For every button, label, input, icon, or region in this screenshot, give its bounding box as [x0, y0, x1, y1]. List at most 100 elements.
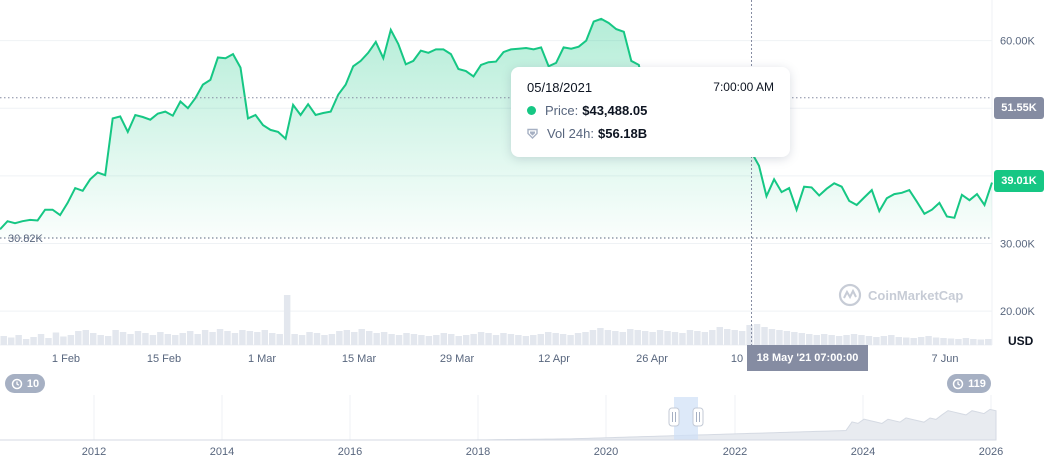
- volume-bar: [902, 337, 910, 345]
- volume-shield-icon: [527, 128, 538, 139]
- price-dot-icon: [527, 106, 536, 115]
- x-tick-label: 10: [731, 353, 743, 365]
- volume-bar: [798, 333, 806, 345]
- volume-bar: [768, 329, 776, 345]
- volume-bar: [559, 334, 567, 345]
- volume-bar: [694, 331, 701, 345]
- volume-bar: [470, 334, 477, 345]
- volume-bar: [619, 332, 627, 345]
- watermark-text: CoinMarketCap: [868, 287, 964, 303]
- volume-bar: [641, 331, 649, 345]
- price-line: [0, 17, 993, 230]
- volume-bar: [738, 331, 746, 345]
- volume-bar: [22, 339, 30, 345]
- tooltip-volume-value: $56.18B: [598, 126, 648, 141]
- volume-bar: [30, 337, 37, 345]
- tooltip-price-label: Price:: [545, 103, 579, 118]
- x-tick-label: 15 Feb: [147, 353, 181, 365]
- volume-bar: [7, 337, 15, 345]
- x-tick-label: 29 Mar: [440, 353, 475, 365]
- range-end-handle[interactable]: 119: [947, 374, 991, 393]
- volume-bar: [201, 330, 209, 345]
- volume-bar: [530, 335, 537, 345]
- volume-bar: [865, 336, 873, 345]
- volume-bar: [500, 333, 507, 345]
- volume-bar: [686, 330, 694, 345]
- volume-bars: [0, 295, 992, 345]
- volume-bar: [723, 329, 731, 345]
- volume-bar: [701, 332, 709, 345]
- volume-bar: [515, 335, 522, 345]
- history-icon: [952, 378, 964, 389]
- volume-bar: [522, 336, 530, 345]
- volume-bar: [328, 334, 336, 345]
- volume-bar: [112, 330, 119, 345]
- volume-bar: [492, 335, 500, 345]
- range-start-label: 10: [26, 377, 40, 390]
- volume-bar: [955, 339, 962, 345]
- volume-bar: [403, 333, 410, 345]
- volume-bar: [358, 329, 365, 345]
- high-price-badge: 51.55K: [994, 97, 1044, 119]
- volume-bar: [917, 337, 925, 345]
- range-year-label: 2020: [594, 446, 618, 458]
- volume-bar: [477, 332, 485, 345]
- volume-bar: [388, 334, 395, 345]
- volume-bar: [351, 332, 358, 345]
- volume-bar: [634, 330, 641, 345]
- tooltip-price-value: $43,488.05: [582, 103, 648, 118]
- current-price-badge: 39.01K: [994, 170, 1044, 192]
- volume-bar: [448, 334, 455, 345]
- volume-bar: [261, 330, 269, 345]
- volume-bar: [597, 328, 604, 345]
- volume-bar: [485, 333, 492, 345]
- volume-bar: [164, 334, 172, 345]
- volume-bar: [291, 334, 298, 345]
- volume-bar: [67, 335, 75, 345]
- currency-label: USD: [1008, 334, 1034, 348]
- y-axis-ticks: 60.00K 30.00K 20.00K: [1000, 36, 1036, 319]
- watermark: CoinMarketCap: [838, 283, 963, 307]
- volume-bar: [82, 330, 90, 345]
- volume-bar: [433, 335, 440, 345]
- volume-bar: [410, 334, 418, 345]
- volume-bar: [776, 330, 783, 345]
- tooltip-date: 05/18/2021: [527, 80, 593, 95]
- volume-bar: [746, 325, 753, 345]
- volume-bar: [336, 331, 343, 345]
- y-tick-label: 20.00K: [1000, 306, 1036, 318]
- volume-bar: [932, 337, 940, 345]
- volume-bar: [567, 335, 574, 345]
- volume-bar: [791, 332, 798, 345]
- tooltip-volume-label: Vol 24h:: [547, 126, 594, 141]
- volume-bar: [75, 331, 82, 345]
- range-selector: 2012 2014 2016 2018 2020 2022 2024 2026: [0, 395, 1003, 458]
- volume-bar: [52, 332, 60, 345]
- volume-bar: [283, 295, 291, 345]
- volume-bar: [440, 333, 448, 345]
- volume-bar: [858, 335, 865, 345]
- volume-bar: [813, 335, 820, 345]
- range-start-handle[interactable]: 10: [5, 374, 45, 393]
- volume-bar: [194, 334, 201, 345]
- range-window-handle: [692, 407, 704, 427]
- volume-bar: [365, 331, 373, 345]
- volume-bar: [134, 331, 142, 345]
- volume-bar: [664, 331, 671, 345]
- volume-bar: [298, 335, 306, 345]
- price-area-fill: [0, 18, 992, 238]
- x-tick-label: 26 Apr: [636, 353, 668, 365]
- tooltip-volume-row: Vol 24h: $56.18B: [527, 126, 647, 141]
- volume-bar: [656, 330, 664, 345]
- tooltip-price-row: Price: $43,488.05: [527, 103, 647, 118]
- y-tick-label: 30.00K: [1000, 239, 1036, 251]
- volume-bar: [60, 336, 67, 345]
- coinmarketcap-logo-icon: [838, 283, 862, 307]
- volume-bar: [888, 335, 895, 345]
- volume-bar: [216, 329, 224, 345]
- volume-bar: [970, 339, 977, 345]
- volume-bar: [828, 335, 835, 345]
- volume-bar: [910, 338, 917, 345]
- volume-bar: [142, 333, 149, 345]
